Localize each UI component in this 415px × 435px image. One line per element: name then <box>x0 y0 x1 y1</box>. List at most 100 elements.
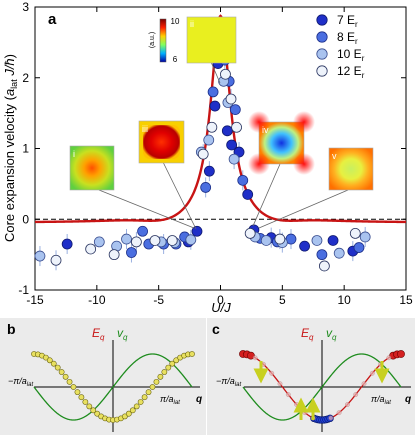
state-point <box>129 407 136 414</box>
b-state-points <box>31 351 195 423</box>
data-point <box>228 153 240 165</box>
data-point <box>318 260 330 272</box>
y-tick-label: 0 <box>22 212 29 226</box>
state-point-faint <box>369 370 375 376</box>
state-point <box>74 389 81 396</box>
state-point <box>78 394 85 401</box>
legend-marker <box>316 65 328 77</box>
y-tick-label: -1 <box>18 283 29 297</box>
data-point <box>225 93 237 105</box>
data-point <box>185 234 197 246</box>
data-point <box>311 235 323 246</box>
b-velocity-curve <box>33 353 193 421</box>
data-point <box>191 225 203 237</box>
colorbar-unit: (a.u.) <box>149 32 156 48</box>
data-point <box>203 165 215 177</box>
state-point <box>121 413 128 420</box>
state-point <box>54 364 61 371</box>
state-point <box>46 357 53 364</box>
x-axis-label: U/J <box>211 300 231 315</box>
state-point <box>125 410 132 417</box>
legend-label: 10 Er <box>337 47 365 63</box>
state-point-faint <box>353 392 359 397</box>
panel-b-label: b <box>7 321 16 337</box>
state-point <box>169 360 176 367</box>
inset-iii: iii <box>138 120 185 164</box>
inset-leaders <box>98 61 349 230</box>
c-velocity-curve <box>242 353 402 421</box>
data-point <box>206 121 218 133</box>
data-point <box>197 148 209 160</box>
y-tick-label: 3 <box>22 0 29 14</box>
c-arrows <box>253 361 390 420</box>
data-point <box>108 249 120 261</box>
y-tick-label: 1 <box>22 142 29 156</box>
data-point <box>353 242 365 253</box>
b-right-tick: π/alat <box>160 394 180 406</box>
svg-text:ii: ii <box>190 19 194 29</box>
data-point <box>327 235 339 246</box>
c-left-tick: −π/alat <box>216 376 241 388</box>
data-point <box>260 235 272 246</box>
data-point <box>220 68 231 80</box>
inset-iv: iv <box>248 111 315 175</box>
svg-text:iv: iv <box>262 125 269 135</box>
svg-text:v: v <box>332 151 337 161</box>
state-point <box>82 399 89 405</box>
colorbar-max: 10 <box>171 17 180 26</box>
panel-c-label: c <box>212 321 220 337</box>
x-tick-label: 5 <box>279 293 286 307</box>
data-point <box>121 233 132 245</box>
state-point <box>145 389 152 396</box>
data-point <box>274 233 286 245</box>
data-point <box>229 104 241 115</box>
data-point <box>244 227 256 239</box>
data-point <box>299 240 310 252</box>
x-tick-label: -10 <box>88 293 106 307</box>
state-point <box>173 357 180 364</box>
legend-label: 7 Er <box>337 13 358 29</box>
data-point <box>207 86 219 98</box>
state-point <box>66 378 73 385</box>
state-point-faint <box>302 410 308 416</box>
b-vq-label: vq <box>117 326 128 342</box>
data-point <box>316 249 328 261</box>
colorbar <box>159 18 167 63</box>
state-point <box>42 354 49 361</box>
state-point <box>189 351 195 357</box>
theory-curve <box>34 14 407 224</box>
state-point-faint <box>252 355 258 361</box>
svg-text:i: i <box>73 149 75 159</box>
x-tick-label: 15 <box>399 293 413 307</box>
colorbar-min: 6 <box>173 55 178 64</box>
state-point <box>149 384 156 390</box>
data-point <box>349 227 361 239</box>
state-point-faint <box>285 392 291 397</box>
state-point <box>50 360 57 367</box>
b-Eq-label: Eq <box>92 326 105 342</box>
data-point <box>126 247 137 258</box>
data-point <box>131 236 142 248</box>
x-tick-label: 0 <box>217 293 224 307</box>
legend-marker <box>316 31 328 43</box>
x-tick-label: -5 <box>153 293 164 307</box>
state-point <box>137 399 144 405</box>
state-point <box>157 373 164 380</box>
data-point <box>34 250 46 262</box>
state-point-faint <box>386 355 392 361</box>
state-point <box>62 373 69 380</box>
data-point <box>166 235 178 246</box>
state-point <box>161 369 168 375</box>
state-point-faint <box>294 402 300 407</box>
b-q-label: q <box>196 394 202 405</box>
c-Eq-label: Eq <box>301 326 314 342</box>
inset-i: i <box>69 145 115 191</box>
state-point <box>133 403 140 410</box>
y-tick-label: 2 <box>22 71 29 85</box>
data-point <box>226 139 238 151</box>
data-point <box>242 189 254 200</box>
panel-b: b Eq vq −π/alat π/alat q <box>0 318 206 435</box>
